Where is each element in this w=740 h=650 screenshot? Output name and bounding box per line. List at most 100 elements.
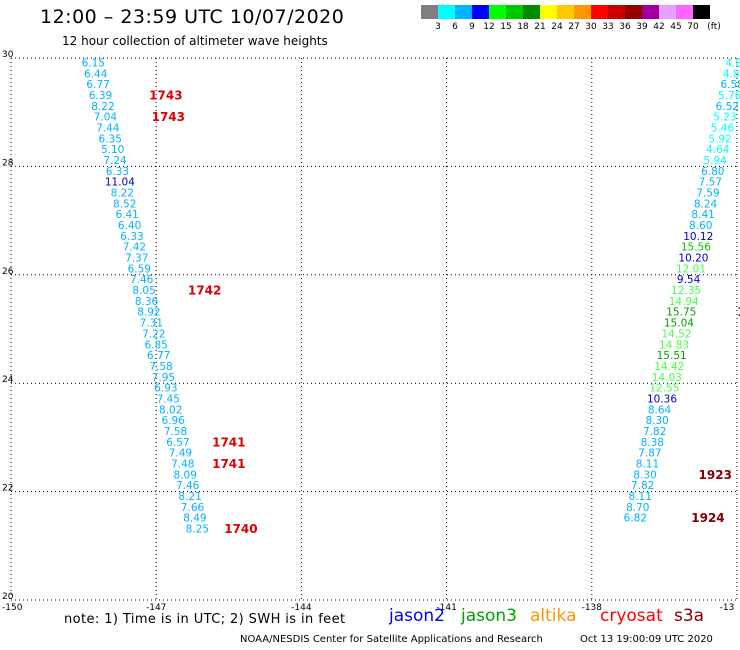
wave-height-point: 8.11 <box>629 491 652 503</box>
colorbar-swatch <box>625 5 642 19</box>
y-tick-label: 30 <box>2 50 14 60</box>
wave-height-point: 7.37 <box>125 253 148 265</box>
wave-height-point: 7.82 <box>631 480 654 492</box>
wave-height-point: 12.01 <box>676 263 706 275</box>
wave-height-point: 14.83 <box>659 339 689 351</box>
wave-height-point: 5.92 <box>708 133 731 145</box>
wave-height-point: 6.41 <box>115 209 138 221</box>
colorbar-label: 24 <box>551 22 563 32</box>
colorbar-label: 15 <box>500 22 512 32</box>
wave-height-point: 8.92 <box>137 307 160 319</box>
wave-height-point: 8.30 <box>645 415 668 427</box>
wave-height-point: 8.11 <box>636 459 659 471</box>
wave-height-point: 8.64 <box>648 404 672 416</box>
colorbar-label: 33 <box>602 22 614 32</box>
wave-height-point: 14.52 <box>661 328 691 340</box>
wave-height-point: 7.66 <box>181 502 205 514</box>
colorbar-label: 27 <box>568 22 580 32</box>
wave-height-point: 6.35 <box>99 133 122 145</box>
wave-height-point: 5.94 <box>704 155 728 167</box>
wave-height-point: 6.57 <box>166 437 189 449</box>
wave-height-point: 15.51 <box>657 350 687 362</box>
wave-height-point: 8.09 <box>174 469 197 481</box>
colorbar-label: 45 <box>670 22 682 32</box>
wave-height-point: 15.75 <box>666 307 696 319</box>
wave-height-point: 8.49 <box>183 513 206 525</box>
colorbar-label: 9 <box>469 22 475 32</box>
wave-height-point: 6.33 <box>106 166 129 178</box>
wave-height-point: 5.76 <box>718 90 740 102</box>
pass-time-label: 1743 <box>152 110 185 124</box>
colorbar-label: 42 <box>653 22 665 32</box>
chart-subtitle: 12 hour collection of altimeter wave hei… <box>62 34 328 48</box>
wave-height-point: 6.59 <box>128 263 151 275</box>
wave-height-point: 8.38 <box>641 437 664 449</box>
colorbar-swatch <box>591 5 608 19</box>
wave-height-point: 6.96 <box>161 415 185 427</box>
colorbar-label: 36 <box>619 22 631 32</box>
colorbar-label: 18 <box>517 22 529 32</box>
colorbar-swatch <box>438 5 455 19</box>
wave-height-point: 6.44 <box>84 68 108 80</box>
colorbar-swatch <box>642 5 659 19</box>
wave-height-point: 8.36 <box>135 296 159 308</box>
footer-note: note: 1) Time is in UTC; 2) SWH is in fe… <box>64 612 346 627</box>
wave-height-point: 7.44 <box>96 122 120 134</box>
wave-height-point: 4.83 <box>723 68 740 80</box>
wave-height-point: 6.39 <box>89 90 112 102</box>
colorbar-swatch <box>574 5 591 19</box>
wave-height-point: 7.58 <box>149 361 172 373</box>
colorbar-swatch <box>693 5 710 19</box>
wave-height-point: 6.85 <box>145 339 168 351</box>
wave-height-point: 7.57 <box>699 177 722 189</box>
wave-height-point: 7.42 <box>123 242 146 254</box>
wave-height-point: 10.12 <box>683 231 713 243</box>
satellite-cryosat: cryosat <box>600 606 663 626</box>
wave-height-point: 6.77 <box>147 350 170 362</box>
generated-timestamp: Oct 13 19:00:09 UTC 2020 <box>580 634 713 645</box>
satellite-altika: altika <box>530 606 577 626</box>
wave-height-point: 6.52 <box>716 101 739 113</box>
pass-time-label: 1742 <box>188 284 221 298</box>
wave-height-point: 8.41 <box>691 209 714 221</box>
pass-time-label: 1740 <box>224 522 257 536</box>
colorbar-label: 6 <box>452 22 458 32</box>
colorbar-label: 39 <box>636 22 648 32</box>
wave-height-point: 12.35 <box>671 285 701 297</box>
wave-height-point: 7.45 <box>157 393 180 405</box>
wave-height-point: 7.48 <box>171 459 194 471</box>
colorbar-swatch <box>676 5 693 19</box>
pass-time-label: 1922 <box>737 305 740 319</box>
wave-height-point: 6.93 <box>154 383 177 395</box>
wave-height-point: 8.21 <box>178 491 201 503</box>
wave-height-point: 10.20 <box>678 253 708 265</box>
x-tick-label: -150 <box>2 603 23 612</box>
wave-height-point: 8.52 <box>113 198 136 210</box>
colorbar-swatch <box>472 5 489 19</box>
colorbar-swatch <box>659 5 676 19</box>
colorbar-swatch <box>608 5 625 19</box>
wave-height-point: 8.60 <box>689 220 712 232</box>
colorbar-swatch <box>506 5 523 19</box>
wave-height-point: 6.77 <box>86 79 109 91</box>
wave-height-point: 7.46 <box>130 274 154 286</box>
wave-height-point: 6.80 <box>701 166 724 178</box>
wave-height-point: 8.22 <box>91 101 114 113</box>
wave-height-point: 6.33 <box>120 231 143 243</box>
y-tick-label: 26 <box>2 267 14 277</box>
wave-height-point: 7.58 <box>164 426 187 438</box>
wave-height-point: 8.05 <box>132 285 155 297</box>
colorbar-label: 21 <box>534 22 546 32</box>
wave-height-point: 7.95 <box>152 372 175 384</box>
wave-height-point: 11.04 <box>105 177 135 189</box>
wave-height-point: 7.49 <box>169 448 192 460</box>
x-tick-label: -147 <box>146 603 166 612</box>
wave-height-point: 5.23 <box>713 112 736 124</box>
wave-height-point: 5.46 <box>711 122 735 134</box>
wave-height-point: 6.40 <box>118 220 141 232</box>
x-tick-label: -144 <box>291 603 312 612</box>
y-tick-label: 22 <box>2 484 13 494</box>
wave-height-point: 6.82 <box>624 513 647 525</box>
wave-height-point: 6.58 <box>720 79 740 91</box>
